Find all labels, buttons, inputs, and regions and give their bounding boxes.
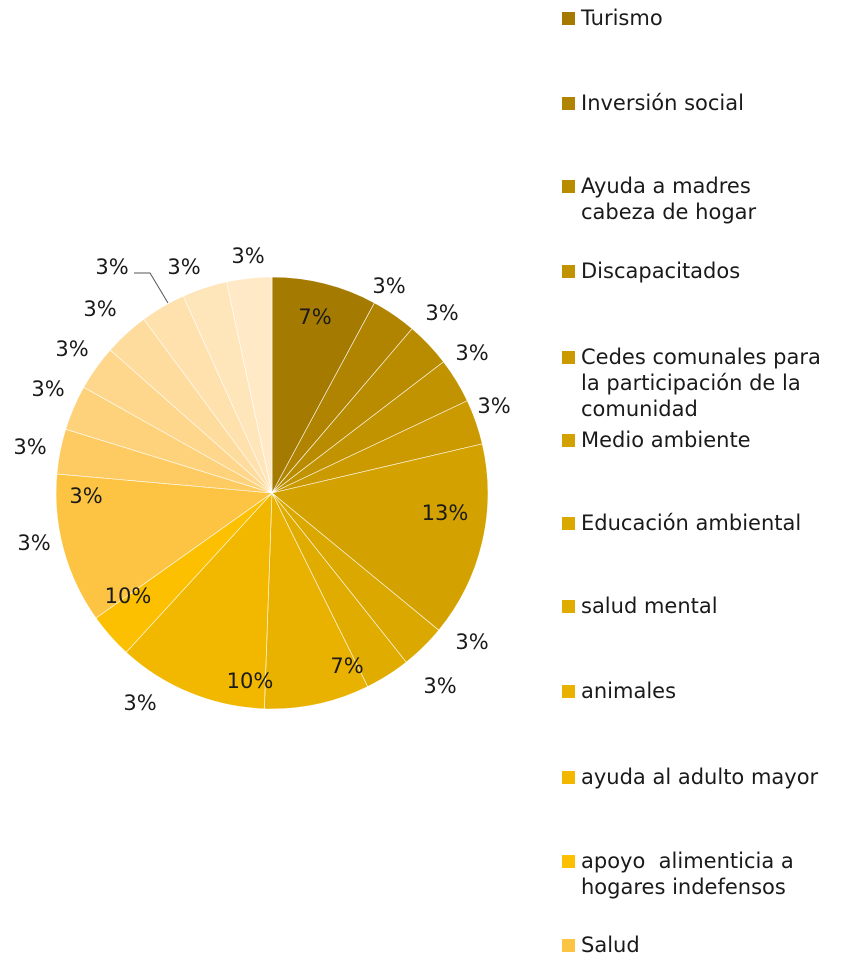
legend-label: ayuda al adulto mayor	[581, 765, 819, 789]
legend-item: Turismo	[562, 5, 849, 31]
legend-label: salud mental	[581, 594, 718, 618]
legend-swatch	[562, 600, 575, 613]
slice-data-label: 3%	[31, 377, 64, 401]
leader-lines	[134, 272, 169, 304]
legend-swatch	[562, 771, 575, 784]
legend-item: Inversión social	[562, 90, 849, 116]
legend-item: Ayuda a madres cabeza de hogar	[562, 173, 849, 225]
legend-label: Cedes comunales para la participación de…	[581, 345, 821, 421]
slice-data-label: 10%	[105, 584, 152, 608]
slice-data-label: 3%	[231, 244, 264, 268]
slice-data-label: 3%	[13, 435, 46, 459]
pie-slice	[271, 443, 489, 631]
legend-swatch	[562, 517, 575, 530]
slice-data-label: 3%	[423, 674, 456, 698]
legend-label: Ayuda a madres cabeza de hogar	[581, 174, 757, 224]
slice-data-label: 3%	[55, 337, 88, 361]
pie-chart-plot: 7% 3% 3% 3% 3% 13% 3% 3% 7% 10% 3% 10% 3% 3% 3% 3% 3% 3% 3…	[13, 244, 510, 715]
legend-item: apoyo alimenticia a hogares indefensos	[562, 848, 849, 900]
slice-data-label: 7%	[298, 305, 331, 329]
slice-data-label: 3%	[95, 255, 128, 279]
pie-slice	[271, 276, 375, 494]
legend-item: Discapacitados	[562, 258, 849, 284]
slice-data-label: 3%	[477, 394, 510, 418]
legend-label: Discapacitados	[581, 259, 741, 283]
pie-slice	[55, 473, 273, 619]
legend-item: Educación ambiental	[562, 510, 849, 536]
slice-data-label: 3%	[425, 301, 458, 325]
pie-slice	[264, 492, 369, 710]
legend-swatch	[562, 97, 575, 110]
slice-data-label: 3%	[455, 630, 488, 654]
data-labels: 7% 3% 3% 3% 3% 13% 3% 3% 7% 10% 3% 10% 3% 3% 3% 3% 3% 3% 3…	[13, 244, 510, 715]
legend-label: Turismo	[581, 6, 663, 30]
pie-slices	[55, 276, 489, 710]
legend: Turismo Inversión social Ayuda a madres ca…	[562, 0, 849, 958]
legend-swatch	[562, 351, 575, 364]
slice-data-label: 3%	[455, 341, 488, 365]
legend-label: Educación ambiental	[581, 511, 802, 535]
legend-swatch	[562, 265, 575, 278]
legend-item: animales	[562, 678, 849, 704]
pie-slice	[226, 276, 273, 494]
slice-data-label: 3%	[83, 297, 116, 321]
legend-label: animales	[581, 679, 677, 703]
legend-item: ayuda al adulto mayor	[562, 764, 849, 790]
slice-data-label: 3%	[372, 274, 405, 298]
legend-item: Medio ambiente	[562, 427, 849, 453]
legend-swatch	[562, 180, 575, 193]
slice-data-label: 7%	[330, 654, 363, 678]
legend-label: Medio ambiente	[581, 428, 751, 452]
legend-swatch	[562, 434, 575, 447]
legend-item: Cedes comunales para la participación de…	[562, 344, 849, 422]
legend-label: Inversión social	[581, 91, 744, 115]
legend-swatch	[562, 12, 575, 25]
slice-data-label: 3%	[17, 531, 50, 555]
legend-item: salud mental	[562, 593, 849, 619]
legend-label: Salud	[581, 933, 640, 957]
legend-swatch	[562, 685, 575, 698]
slice-data-label: 10%	[227, 669, 274, 693]
legend-swatch	[562, 855, 575, 868]
pie-slice	[125, 492, 273, 710]
legend-item: Salud	[562, 932, 849, 958]
legend-label: apoyo alimenticia a hogares indefensos	[581, 849, 794, 899]
slice-data-label: 3%	[123, 691, 156, 715]
slice-data-label: 3%	[167, 255, 200, 279]
slice-data-label: 13%	[422, 501, 469, 525]
slice-data-label: 3%	[69, 484, 102, 508]
leader-line	[134, 272, 169, 304]
legend-swatch	[562, 939, 575, 952]
